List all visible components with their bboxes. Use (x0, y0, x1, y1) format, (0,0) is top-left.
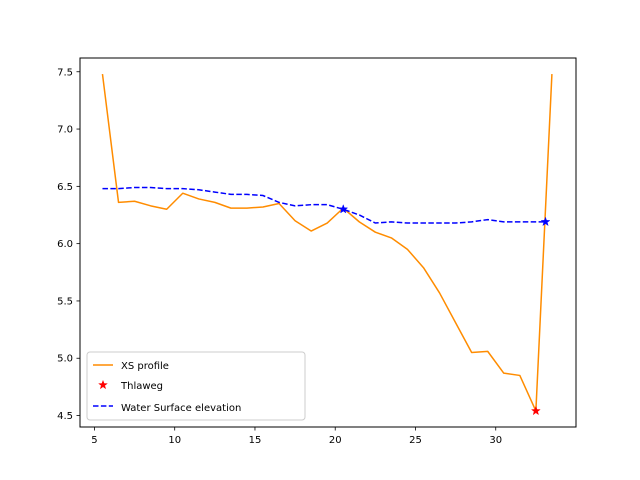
legend: XS profile Thlaweg Water Surface elevati… (86, 351, 306, 421)
legend-star-icon (97, 379, 109, 390)
y-tick-label: 7.5 (57, 67, 73, 78)
y-tick-label: 6.5 (57, 182, 73, 193)
legend-box (86, 351, 306, 421)
x-tick-label: 25 (409, 435, 422, 446)
x-tick-label: 20 (329, 435, 342, 446)
x-tick-label: 5 (91, 435, 97, 446)
legend-label-water-surface: Water Surface elevation (121, 403, 241, 414)
y-tick-label: 5.5 (57, 296, 73, 307)
thlaweg-marker (530, 405, 541, 416)
x-tick-label: 15 (249, 435, 262, 446)
x-tick-label: 10 (168, 435, 181, 446)
legend-label-xs-profile: XS profile (121, 361, 169, 372)
water-surface-star-marker (338, 204, 349, 214)
legend-label-thlaweg: Thlaweg (120, 381, 163, 392)
water-surface-star-marker (540, 216, 551, 227)
plot-area (101, 73, 553, 416)
series-line-water-surface (102, 186, 546, 224)
y-tick-label: 7.0 (57, 125, 73, 136)
x-tick-label: 30 (489, 435, 502, 446)
series-line-xs-profile (101, 73, 553, 412)
y-tick-label: 6.0 (57, 239, 73, 250)
y-tick-label: 4.5 (57, 411, 73, 422)
y-tick-label: 5.0 (57, 354, 73, 365)
axes-frame (79, 57, 577, 428)
axis-ticks: 5 10 15 20 25 30 4.5 5.0 5.5 6.0 6.5 7.0 7.5 (57, 67, 502, 446)
legend-swatch-thlaweg (97, 379, 109, 390)
